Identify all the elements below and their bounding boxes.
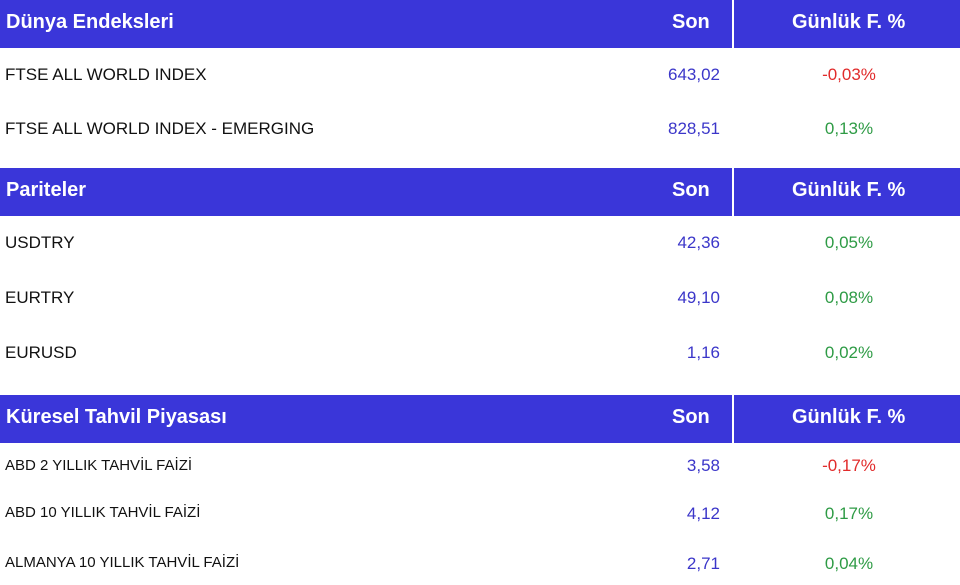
row-change: 0,17% (824, 504, 874, 523)
section-header: Dünya Endeksleri Son Günlük F. % (0, 0, 960, 48)
row-value: 4,12 (686, 504, 720, 523)
table-row: ALMANYA 10 YILLIK TAHVİL FAİZİ 2,71 0,04… (0, 540, 960, 585)
column-divider (732, 0, 734, 48)
row-change: 0,05% (824, 233, 874, 252)
row-name: ALMANYA 10 YILLIK TAHVİL FAİZİ (5, 554, 240, 571)
row-value: 42,36 (677, 233, 720, 252)
section-title: Pariteler (6, 179, 87, 201)
row-name: ABD 2 YILLIK TAHVİL FAİZİ (5, 457, 193, 474)
row-change: -0,17% (822, 456, 876, 475)
row-name: FTSE ALL WORLD INDEX (5, 65, 207, 84)
table-row: EURTRY 49,10 0,08% (0, 271, 960, 326)
section-world-indices: Dünya Endeksleri Son Günlük F. % FTSE AL… (0, 0, 960, 161)
section-currency-pairs: Pariteler Son Günlük F. % USDTRY 42,36 0… (0, 168, 960, 381)
section-header: Pariteler Son Günlük F. % (0, 168, 960, 216)
column-divider (732, 395, 734, 443)
table-row: FTSE ALL WORLD INDEX 643,02 -0,03% (0, 48, 960, 103)
row-name: EURUSD (5, 343, 77, 362)
table-row: FTSE ALL WORLD INDEX - EMERGING 828,51 0… (0, 103, 960, 161)
section-header: Küresel Tahvil Piyasası Son Günlük F. % (0, 395, 960, 443)
row-value: 828,51 (668, 119, 720, 138)
row-change: 0,13% (824, 119, 874, 138)
row-value: 1,16 (686, 343, 720, 362)
row-value: 2,71 (686, 554, 720, 573)
column-header-daily-change: Günlük F. % (792, 179, 906, 201)
row-change: 0,08% (824, 288, 874, 307)
row-name: EURTRY (5, 288, 75, 307)
row-name: FTSE ALL WORLD INDEX - EMERGING (5, 119, 315, 138)
row-change: 0,04% (824, 554, 874, 573)
row-change: -0,03% (822, 65, 876, 84)
section-global-bonds: Küresel Tahvil Piyasası Son Günlük F. % … (0, 395, 960, 585)
table-row: ABD 2 YILLIK TAHVİL FAİZİ 3,58 -0,17% (0, 443, 960, 491)
column-header-last: Son (672, 11, 710, 33)
table-row: ABD 10 YILLIK TAHVİL FAİZİ 4,12 0,17% (0, 491, 960, 540)
table-row: USDTRY 42,36 0,05% (0, 216, 960, 271)
table-row: EURUSD 1,16 0,02% (0, 326, 960, 381)
row-name: ABD 10 YILLIK TAHVİL FAİZİ (5, 504, 201, 521)
row-name: USDTRY (5, 233, 75, 252)
column-header-daily-change: Günlük F. % (792, 11, 906, 33)
row-change: 0,02% (824, 343, 874, 362)
section-title: Küresel Tahvil Piyasası (6, 406, 227, 428)
row-value: 49,10 (677, 288, 720, 307)
row-value: 643,02 (668, 65, 720, 84)
column-header-last: Son (672, 179, 710, 201)
column-header-daily-change: Günlük F. % (792, 406, 906, 428)
column-divider (732, 168, 734, 216)
section-title: Dünya Endeksleri (6, 11, 174, 33)
row-value: 3,58 (686, 456, 720, 475)
column-header-last: Son (672, 406, 710, 428)
